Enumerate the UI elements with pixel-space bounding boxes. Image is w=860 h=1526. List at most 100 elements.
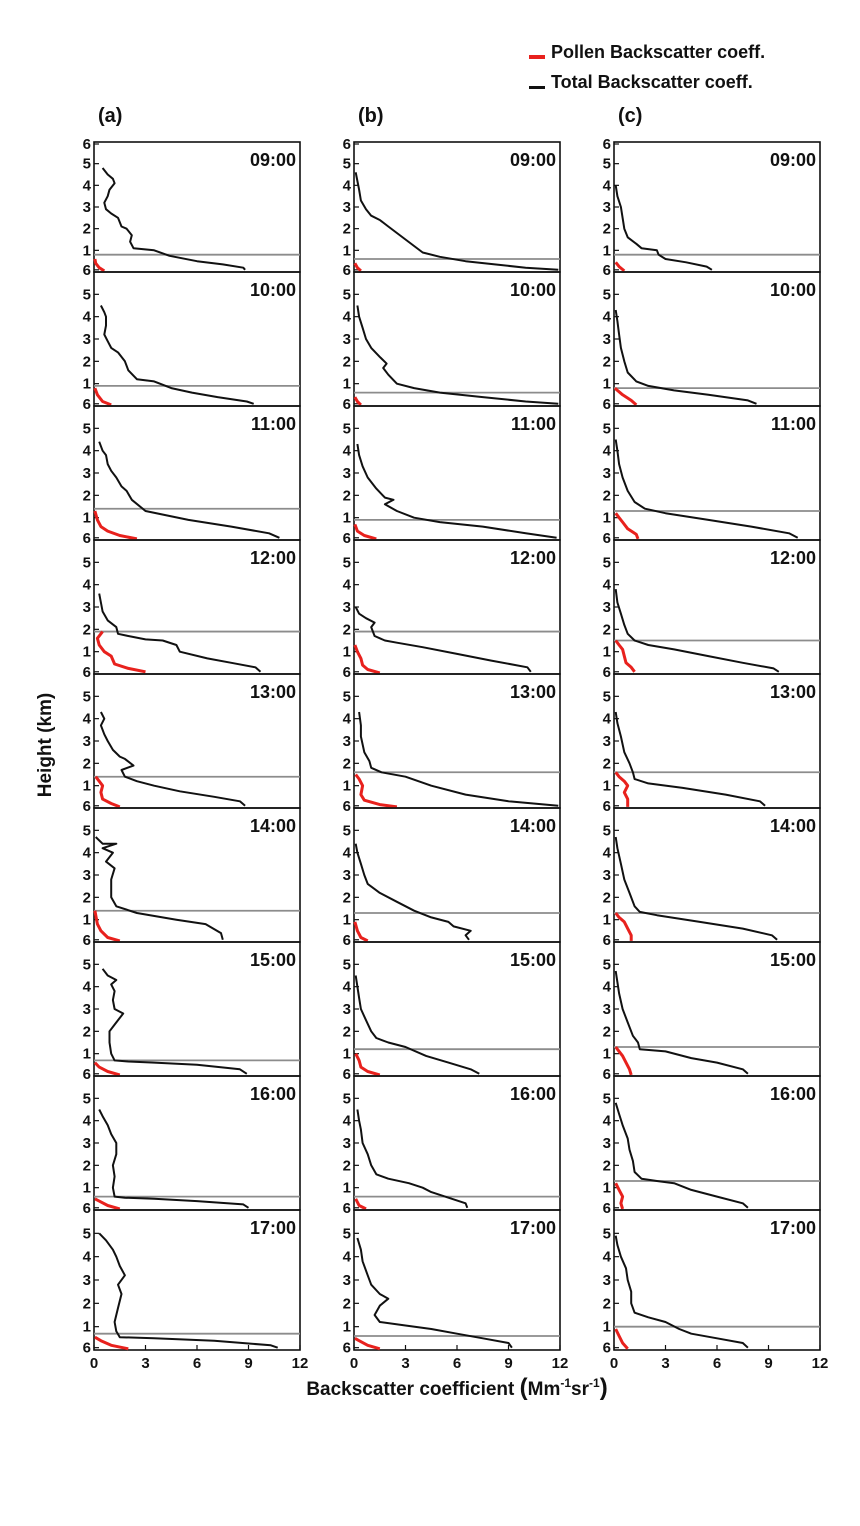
y-tick-label: 2	[343, 353, 351, 370]
panel-1200: 6 1 2 3 4 5 12:00	[343, 539, 561, 681]
panel-time-label: 17:00	[510, 1218, 556, 1238]
x-tick-label: 12	[292, 1355, 309, 1372]
x-tick-label: 12	[812, 1355, 829, 1372]
panel-0900: 6 1 2 3 4 5 6 09:00	[603, 136, 821, 279]
y-tick-label: 2	[343, 221, 351, 238]
pollen-backscatter-line	[614, 639, 636, 673]
y-tick-label: 4	[83, 443, 92, 460]
total-backscatter-line	[614, 185, 713, 271]
total-backscatter-line	[99, 711, 246, 807]
y-tick-label: 1	[603, 778, 611, 795]
y-tick-label: 6	[83, 1340, 91, 1357]
y-tick-label: 3	[83, 1135, 91, 1152]
y-tick-label: 1	[343, 1046, 351, 1063]
y-tick-label: 4	[603, 577, 612, 594]
y-tick-label: 4	[83, 1113, 92, 1130]
y-tick-label: 3	[603, 1135, 611, 1152]
y-tick-label: 3	[343, 1001, 351, 1018]
y-tick-label: 6	[603, 1200, 611, 1217]
y-tick-label: 4	[343, 177, 352, 194]
y-tick-label: 2	[603, 1295, 611, 1312]
panel-1500: 6 1 2 3 4 5 15:00	[343, 941, 561, 1083]
y-tick-label: 3	[603, 733, 611, 750]
y-tick-label: 5	[83, 1090, 91, 1107]
panel-1600: 6 1 2 3 4 5 16:00	[603, 1075, 821, 1217]
panel-1000: 6 1 2 3 4 5 10:00	[603, 271, 821, 413]
y-tick-label: 4	[603, 1113, 612, 1130]
y-tick-label: 2	[343, 1023, 351, 1040]
y-tick-label: 2	[83, 1295, 91, 1312]
y-tick-label: 4	[83, 309, 92, 326]
y-tick-label: 1	[83, 1319, 91, 1336]
y-tick-label: 5	[343, 554, 351, 571]
x-tick-label: 9	[764, 1355, 772, 1372]
total-backscatter-line	[356, 1237, 513, 1349]
y-tick-label: 6	[603, 798, 611, 815]
y-tick-label: 3	[83, 599, 91, 616]
pollen-backscatter-line	[354, 1198, 367, 1211]
y-tick-label: 6	[83, 798, 91, 815]
panel-1400: 6 1 2 3 4 5 14:00	[83, 807, 301, 949]
y-tick-label: 1	[343, 1180, 351, 1197]
panel-time-label: 16:00	[770, 1084, 816, 1104]
panel-1300: 6 1 2 3 4 5 13:00	[343, 673, 561, 815]
y-tick-label: 1	[603, 644, 611, 661]
y-tick-label: 3	[343, 733, 351, 750]
total-backscatter-line	[354, 975, 480, 1075]
y-tick-label: 2	[343, 621, 351, 638]
legend-total-swatch	[529, 86, 545, 89]
panel-time-label: 15:00	[510, 950, 556, 970]
panel-time-label: 13:00	[770, 682, 816, 702]
y-tick-label: 3	[83, 867, 91, 884]
y-tick-label: 5	[83, 420, 91, 437]
y-tick-label: 6	[343, 396, 351, 413]
y-tick-label: 5	[343, 420, 351, 437]
y-tick-label: 2	[603, 353, 611, 370]
panel-1600: 6 1 2 3 4 5 16:00	[83, 1075, 301, 1217]
panel-1200: 6 1 2 3 4 5 12:00	[603, 539, 821, 681]
y-tick-label: 1	[343, 242, 351, 259]
y-tick-label: 1	[83, 912, 91, 929]
y-tick-label: 1	[83, 1046, 91, 1063]
x-axis-title-open-paren: (	[520, 1374, 528, 1401]
y-tick-label: 1	[83, 376, 91, 393]
y-tick-label: 6	[343, 136, 351, 153]
x-tick-label: 12	[552, 1355, 569, 1372]
legend-total-label: Total Backscatter coeff.	[551, 72, 753, 92]
y-tick-label: 1	[343, 644, 351, 661]
y-tick-label: 3	[83, 1001, 91, 1018]
panel-time-label: 15:00	[770, 950, 816, 970]
pollen-backscatter-line	[353, 262, 362, 273]
y-tick-label: 3	[603, 1001, 611, 1018]
y-tick-label: 5	[603, 554, 611, 571]
pollen-backscatter-line	[94, 775, 121, 809]
pollen-backscatter-line	[94, 1197, 121, 1211]
y-tick-label: 4	[343, 443, 352, 460]
x-tick-label: 3	[141, 1355, 149, 1372]
y-tick-label: 3	[603, 599, 611, 616]
pollen-backscatter-line	[93, 510, 138, 541]
y-tick-label: 5	[83, 156, 91, 173]
pollen-backscatter-line	[95, 630, 146, 674]
total-backscatter-line	[354, 172, 559, 271]
panel-time-label: 15:00	[250, 950, 296, 970]
y-tick-label: 3	[83, 733, 91, 750]
y-tick-label: 2	[603, 221, 611, 238]
legend-pollen-label: Pollen Backscatter coeff.	[551, 42, 765, 62]
y-tick-label: 5	[83, 1225, 91, 1242]
y-tick-label: 2	[343, 1157, 351, 1174]
x-tick-label: 0	[350, 1355, 358, 1372]
total-backscatter-line	[614, 1235, 749, 1349]
total-backscatter-line	[354, 606, 532, 673]
x-axis-title-unit1: Mm	[528, 1379, 561, 1400]
y-tick-label: 6	[603, 396, 611, 413]
y-tick-label: 6	[343, 1340, 351, 1357]
y-tick-label: 4	[343, 979, 352, 996]
y-tick-label: 5	[343, 1090, 351, 1107]
pollen-backscatter-line	[353, 921, 369, 943]
y-tick-label: 5	[343, 688, 351, 705]
panel-time-label: 10:00	[770, 280, 816, 300]
y-tick-label: 4	[603, 979, 612, 996]
pollen-backscatter-line	[614, 1182, 625, 1210]
panel-time-label: 09:00	[770, 150, 816, 170]
